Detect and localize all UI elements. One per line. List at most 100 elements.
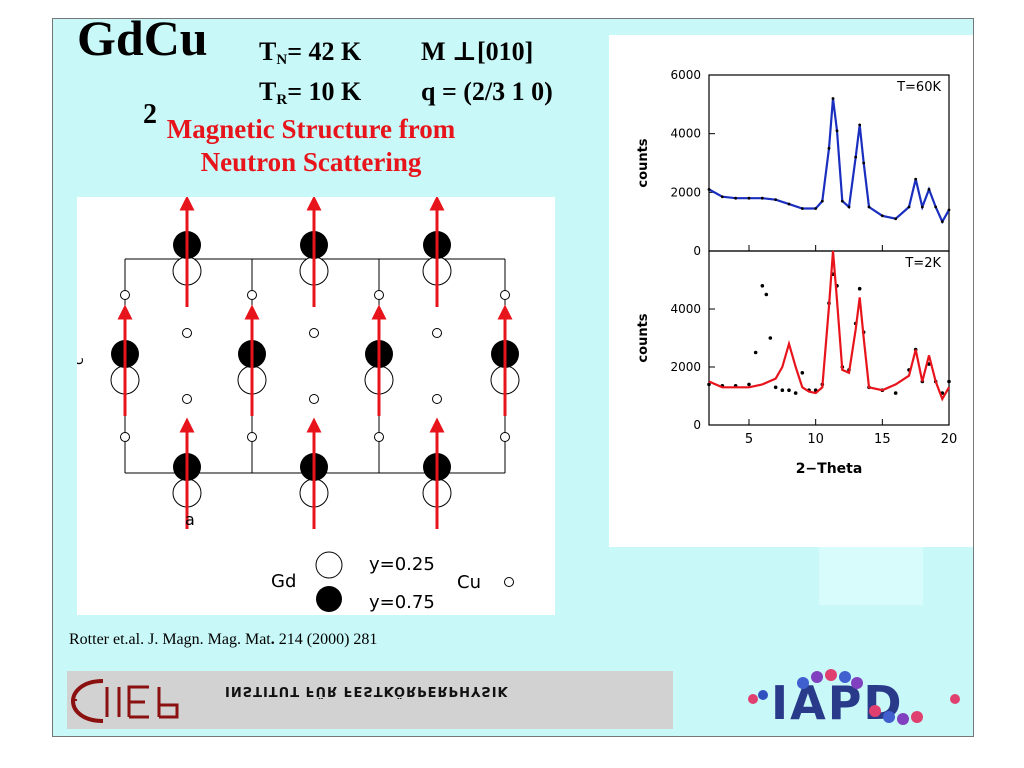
structure-diagram: c a Gd y=0.25 y=0.75 Cu xyxy=(71,195,520,613)
cu-atom xyxy=(309,394,319,404)
y-axis-label: counts xyxy=(636,313,651,362)
y-tick-label: 6000 xyxy=(670,68,701,82)
data-point xyxy=(847,205,851,209)
slide: GdCu 2 TN= 42 K M ⊥[010] TR= 10 K q = (2… xyxy=(52,18,974,737)
data-point xyxy=(787,202,791,206)
axis-label-a: a xyxy=(185,510,195,529)
y-tick-label: 4000 xyxy=(670,127,701,141)
y-tick-label: 0 xyxy=(693,418,701,432)
data-point xyxy=(707,188,711,191)
cu-atom xyxy=(374,290,384,300)
legend-gd-open-atom xyxy=(315,551,343,579)
param-tn: TN= 42 K xyxy=(259,37,362,68)
cu-atom xyxy=(432,394,442,404)
iapd-logo: IAPD xyxy=(743,665,969,731)
cu-atom xyxy=(247,290,257,300)
data-point xyxy=(753,350,758,355)
data-point xyxy=(774,198,778,202)
citation: Rotter et.al. J. Magn. Mag. Mat. 214 (20… xyxy=(69,631,378,648)
data-point xyxy=(880,214,884,218)
data-point xyxy=(814,207,818,210)
title-subscript: 2 xyxy=(143,99,157,130)
data-point xyxy=(780,388,785,393)
x-tick-label: 15 xyxy=(874,432,891,447)
y-tick-label: 2000 xyxy=(670,185,701,199)
diffraction-figure: 0 2000 4000 6000 counts T=60K 0 2000 4000 5 10 15 2… xyxy=(609,35,973,547)
data-point xyxy=(747,382,751,387)
cu-atom xyxy=(500,290,510,300)
y-axis-label: counts xyxy=(636,138,651,187)
data-point xyxy=(854,155,858,159)
data-point xyxy=(787,388,791,393)
decorative-panel xyxy=(819,547,923,605)
x-tick-label: 10 xyxy=(807,432,824,447)
chart-annotation: T=60K xyxy=(896,80,941,95)
data-point xyxy=(827,146,831,150)
data-point xyxy=(800,207,804,210)
data-point xyxy=(920,205,924,209)
data-point xyxy=(720,195,724,199)
data-point xyxy=(734,196,738,200)
data-point xyxy=(947,208,951,212)
x-tick-label: 5 xyxy=(745,432,753,447)
chart-60K: 0 2000 4000 6000 counts T=60K xyxy=(636,68,951,258)
cu-atom xyxy=(120,290,130,300)
series-line xyxy=(708,98,950,225)
data-point xyxy=(760,284,765,288)
data-point xyxy=(793,391,798,395)
data-point xyxy=(927,188,931,191)
cu-atom xyxy=(120,432,130,442)
footer-bar xyxy=(67,671,673,729)
heading-line-2: Neutron Scattering xyxy=(200,146,422,177)
param-tr: TR= 10 K xyxy=(259,77,362,108)
data-point xyxy=(867,205,871,209)
param-moment: M ⊥[010] xyxy=(421,37,534,66)
data-point xyxy=(858,123,862,127)
y-tick-label: 0 xyxy=(693,244,701,258)
data-point xyxy=(940,220,944,224)
data-point xyxy=(914,177,918,181)
heading-line-1: Magnetic Structure from xyxy=(166,114,456,144)
plot-frame xyxy=(708,250,950,426)
data-point xyxy=(840,199,844,203)
legend-y-open: y=0.25 xyxy=(369,554,435,575)
data-point xyxy=(893,391,898,395)
cu-atom xyxy=(182,328,192,338)
structure-figure: c a Gd y=0.25 y=0.75 Cu xyxy=(71,195,555,615)
page-title: GdCu xyxy=(77,18,208,66)
ifp-logo xyxy=(70,679,179,723)
institute-name: INSTITUT FÜR FESTKÖRPERPHYSIK xyxy=(225,683,509,698)
param-q: q = (2/3 1 0) xyxy=(421,77,553,106)
y-tick-label: 2000 xyxy=(670,360,701,374)
cu-atom xyxy=(500,432,510,442)
data-point xyxy=(862,161,866,165)
cu-atom xyxy=(432,328,442,338)
series-line xyxy=(708,250,950,402)
svg-text:IAPD: IAPD xyxy=(771,676,904,730)
cu-atom xyxy=(374,432,384,442)
legend-cu-label: Cu xyxy=(457,572,481,593)
diffraction-charts: 0 2000 4000 6000 counts T=60K 0 2000 4000 5 10 15 2… xyxy=(636,68,958,477)
y-tick-label: 4000 xyxy=(670,302,701,316)
data-point xyxy=(747,196,751,200)
data-point xyxy=(934,205,938,209)
data-point xyxy=(894,217,898,221)
data-point xyxy=(857,286,862,291)
cu-atom xyxy=(182,394,192,404)
data-point xyxy=(773,385,778,390)
plot-frame xyxy=(708,74,950,252)
chart-annotation: T=2K xyxy=(904,256,941,271)
axis-label-c: c xyxy=(77,357,87,365)
chart-2K: 0 2000 4000 5 10 15 20 counts T=2K 2−Theta xyxy=(636,250,958,477)
x-tick-label: 20 xyxy=(941,432,958,447)
data-point xyxy=(835,129,839,133)
data-point xyxy=(800,371,805,375)
legend-gd-label: Gd xyxy=(271,571,296,592)
cu-atom xyxy=(247,432,257,442)
data-point xyxy=(831,97,835,100)
legend-cu-atom xyxy=(504,577,514,587)
data-point xyxy=(820,199,824,203)
data-point xyxy=(764,292,769,297)
data-point xyxy=(907,205,911,209)
moment-arrows xyxy=(117,195,513,529)
